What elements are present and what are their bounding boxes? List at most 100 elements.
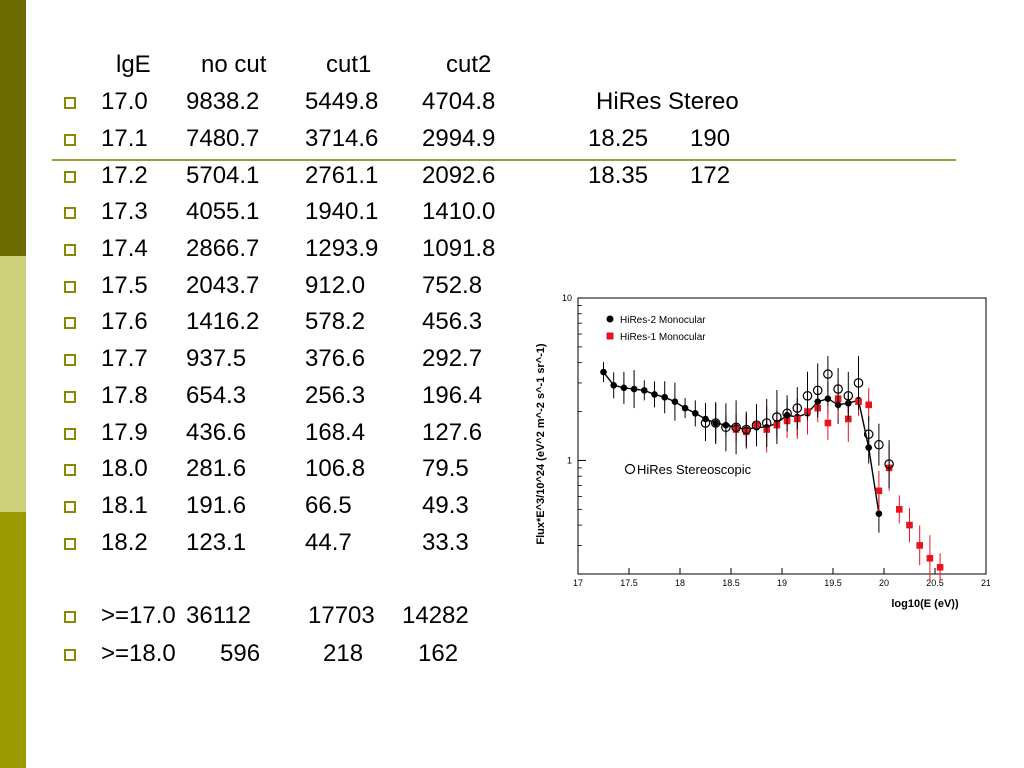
- cell-cut1: 3714.6: [305, 125, 379, 152]
- bullet-icon: [64, 171, 76, 183]
- data-point-hires1: [824, 419, 832, 427]
- x-tick-label: 17.5: [620, 578, 638, 588]
- cell-no-cut: 281.6: [186, 455, 247, 482]
- data-point-stereo: [843, 391, 854, 401]
- data-point-hires2: [692, 410, 699, 417]
- legend-label-hires2: HiRes-2 Monocular: [620, 315, 706, 326]
- sidebar-block-middle: [0, 256, 26, 512]
- hires-stereo-lge: 18.35: [588, 162, 649, 189]
- cell-cut1: 1293.9: [305, 235, 379, 262]
- bullet-icon: [64, 207, 76, 219]
- x-tick-label: 18.5: [722, 578, 740, 588]
- data-point-stereo: [792, 403, 803, 413]
- data-point-hires2: [671, 398, 679, 405]
- x-tick-label: 20.5: [926, 578, 944, 588]
- x-tick-label: 19.5: [824, 578, 842, 588]
- data-point-stereo: [853, 378, 864, 388]
- data-point-stereo: [721, 422, 731, 433]
- sidebar-block-bottom: [0, 512, 26, 768]
- data-point-hires2: [641, 387, 648, 394]
- cell-cut2: 292.7: [422, 345, 483, 372]
- totals-label: >=18.0: [101, 640, 176, 667]
- x-tick-label: 21: [981, 578, 990, 588]
- cell-cut1: 2761.1: [305, 162, 379, 189]
- cell-cut2: 1091.8: [422, 235, 496, 262]
- cell-lge: 17.3: [101, 198, 148, 225]
- cell-lge: 17.6: [101, 308, 148, 335]
- bullet-icon: [64, 391, 76, 403]
- data-point-hires2: [630, 385, 638, 393]
- cell-cut2: 33.3: [422, 529, 469, 556]
- annotation-hires-stereoscopic: HiRes Stereoscopic: [637, 462, 752, 477]
- data-point-hires2: [661, 393, 668, 401]
- data-point-stereo: [751, 420, 762, 430]
- hires-stereo-count: 172: [690, 162, 731, 189]
- data-point-hires2: [600, 368, 607, 376]
- x-tick-label: 19: [777, 578, 787, 588]
- cell-lge: 17.0: [101, 88, 148, 115]
- cell-no-cut: 9838.2: [186, 88, 260, 115]
- bullet-icon: [64, 317, 76, 329]
- cell-lge: 17.4: [101, 235, 148, 262]
- cell-cut2: 2994.9: [422, 125, 496, 152]
- data-point-stereo: [700, 418, 711, 428]
- flux-spectrum-chart: 17 17.5 18 18.5 19 19.5 20 20.5 21 10 1 Flux*E^3/1…: [530, 284, 990, 616]
- totals-no-cut: 36112: [186, 602, 251, 629]
- cell-lge: 17.7: [101, 345, 148, 372]
- chart-axes: 17 17.5 18 18.5 19 19.5 20 20.5 21 10 1: [562, 293, 990, 588]
- cell-no-cut: 1416.2: [186, 308, 260, 335]
- data-point-stereo: [874, 439, 884, 450]
- cell-cut2: 79.5: [422, 455, 469, 482]
- bullet-icon: [64, 428, 76, 440]
- x-tick-label: 18: [675, 578, 685, 588]
- totals-cut2: 14282: [402, 602, 469, 629]
- chart-background: [530, 284, 990, 616]
- cell-lge: 17.1: [101, 125, 148, 152]
- bullet-icon: [64, 611, 76, 623]
- data-point-stereo: [731, 422, 741, 433]
- totals-no-cut: 596: [220, 640, 261, 667]
- cell-lge: 18.0: [101, 455, 148, 482]
- column-header-lge: lgE: [116, 51, 151, 78]
- bullet-icon: [64, 538, 76, 550]
- totals-cut1: 17703: [308, 602, 375, 629]
- cell-no-cut: 191.6: [186, 492, 247, 519]
- data-point-hires1: [916, 542, 923, 549]
- cell-cut2: 127.6: [422, 419, 483, 446]
- bullet-icon: [64, 97, 76, 109]
- hires-stereo-lge: 18.25: [588, 125, 649, 152]
- y-tick-label: 1: [567, 455, 572, 465]
- bullet-icon: [64, 354, 76, 366]
- cell-cut1: 256.3: [305, 382, 366, 409]
- cell-cut2: 2092.6: [422, 162, 496, 189]
- data-point-stereo: [761, 418, 772, 428]
- y-axis-label: Flux*E^3/10^24 (eV^2 m^-2 s^-1 sr^-1): [535, 343, 547, 545]
- data-point-stereo: [884, 459, 894, 469]
- cell-no-cut: 2866.7: [186, 235, 260, 262]
- cell-no-cut: 5704.1: [186, 162, 260, 189]
- data-point-hires2: [651, 391, 658, 398]
- data-point-hires1: [896, 506, 903, 513]
- cell-cut1: 5449.8: [305, 88, 379, 115]
- bullet-icon: [64, 464, 76, 476]
- cell-no-cut: 7480.7: [186, 125, 260, 152]
- totals-cut2: 162: [418, 640, 459, 667]
- data-point-hires1: [865, 401, 872, 409]
- cell-no-cut: 654.3: [186, 382, 247, 409]
- cell-cut1: 376.6: [305, 345, 366, 372]
- hires-stereo-title: HiRes Stereo: [596, 88, 739, 115]
- annotation-marker-stereo: [624, 463, 636, 475]
- legend-marker-hires2: [606, 315, 614, 323]
- data-point-hires2: [824, 395, 832, 402]
- cell-lge: 18.2: [101, 529, 148, 556]
- data-point-hires1: [906, 521, 913, 529]
- y-tick-label: 10: [562, 293, 572, 303]
- cell-no-cut: 4055.1: [186, 198, 260, 225]
- bullet-icon: [64, 134, 76, 146]
- cell-lge: 17.2: [101, 162, 148, 189]
- chart-fit-lines: [602, 371, 880, 514]
- data-point-stereo: [741, 424, 752, 435]
- data-point-stereo: [833, 384, 843, 394]
- bullet-icon: [64, 501, 76, 513]
- data-point-stereo: [782, 408, 792, 419]
